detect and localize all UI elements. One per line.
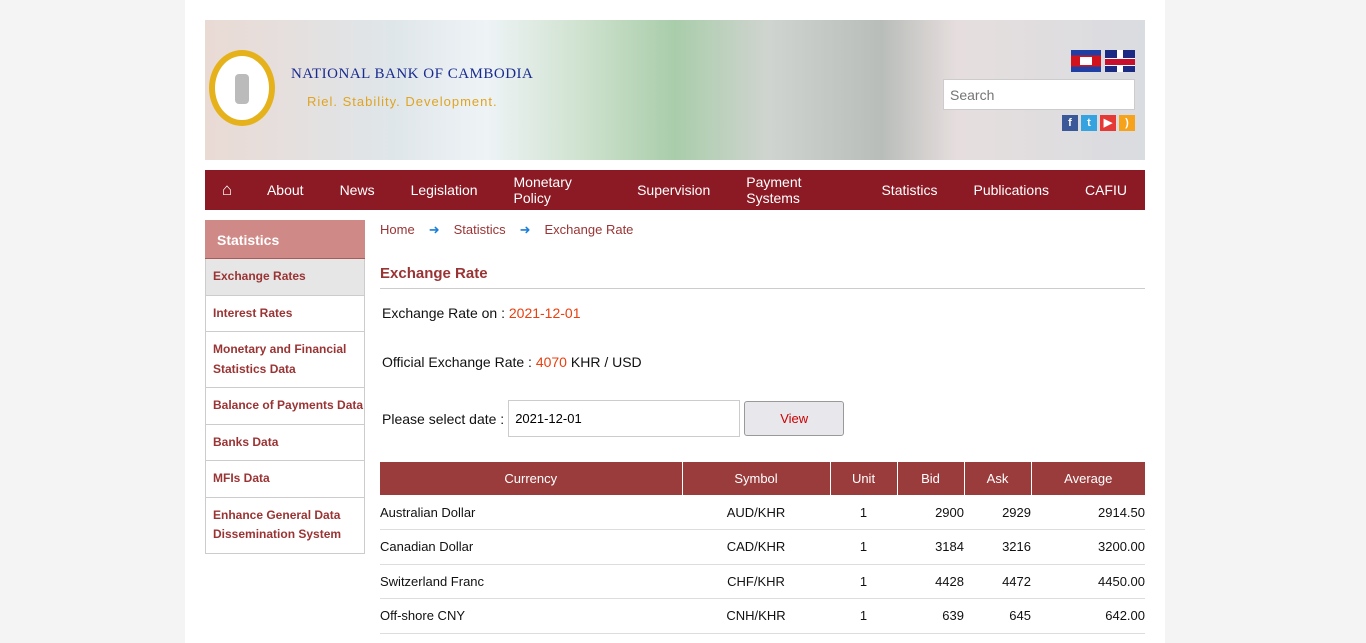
- col-currency: Currency: [380, 462, 682, 495]
- cell-symbol: CHF/KHR: [682, 564, 830, 599]
- cell-average: 2914.50: [1031, 495, 1145, 530]
- sidebar-item-banks-data[interactable]: Banks Data: [205, 424, 365, 461]
- nav-publications[interactable]: Publications: [973, 182, 1049, 198]
- cell-unit: 1: [830, 495, 897, 530]
- cell-ask: 4472: [964, 564, 1031, 599]
- slogan: Riel. Stability. Development.: [307, 94, 498, 109]
- rss-icon[interactable]: ): [1119, 115, 1135, 131]
- breadcrumb: Home ➜ Statistics ➜ Exchange Rate: [380, 220, 1145, 240]
- table-row: Switzerland Franc CHF/KHR 1 4428 4472 4450.00: [380, 564, 1145, 599]
- main-nav: ⌂ About News Legislation Monetary Policy…: [205, 170, 1145, 210]
- breadcrumb-statistics[interactable]: Statistics: [453, 222, 506, 237]
- official-value: 4070: [535, 354, 567, 370]
- breadcrumb-home[interactable]: Home: [380, 222, 415, 237]
- cell-symbol: CAD/KHR: [682, 529, 830, 565]
- table-row: Off-shore CNY CNH/KHR 1 639 645 642.00: [380, 598, 1145, 634]
- cell-ask: 3216: [964, 529, 1031, 565]
- date-input[interactable]: [508, 400, 741, 437]
- rate-on-label: Exchange Rate on :: [382, 305, 505, 321]
- cell-average: 4450.00: [1031, 564, 1145, 599]
- cell-bid: 4428: [897, 564, 964, 599]
- nav-payment-systems[interactable]: Payment Systems: [746, 174, 802, 206]
- khmer-flag-icon[interactable]: [1071, 50, 1101, 72]
- nav-statistics[interactable]: Statistics: [881, 182, 938, 198]
- view-button[interactable]: View: [744, 401, 845, 436]
- header-banner: NATIONAL BANK OF CAMBODIA Riel. Stabilit…: [205, 20, 1145, 160]
- nav-monetary-policy[interactable]: Monetary Policy: [513, 174, 572, 206]
- cell-unit: 1: [830, 564, 897, 599]
- arrow-right-icon: ➜: [519, 222, 531, 237]
- sidebar-item-interest-rates[interactable]: Interest Rates: [205, 295, 365, 332]
- cell-currency: Australian Dollar: [380, 495, 682, 530]
- cell-ask: 645: [964, 598, 1031, 634]
- cell-unit: 1: [830, 529, 897, 565]
- sidebar: Statistics Exchange Rates Interest Rates…: [205, 220, 365, 554]
- cell-symbol: CNH/KHR: [682, 598, 830, 634]
- col-bid: Bid: [896, 462, 964, 495]
- home-icon[interactable]: ⌂: [221, 180, 233, 199]
- official-label: Official Exchange Rate :: [382, 354, 532, 370]
- sidebar-item-mfis-data[interactable]: MFIs Data: [205, 461, 365, 498]
- cell-ask: 2929: [964, 495, 1031, 530]
- page-title: Exchange Rate: [380, 265, 1145, 289]
- sidebar-item-monetary-financial[interactable]: Monetary and Financial Statistics Data: [205, 332, 365, 388]
- table-row: Canadian Dollar CAD/KHR 1 3184 3216 3200.00: [380, 529, 1145, 565]
- sidebar-item-balance-of-payments[interactable]: Balance of Payments Data: [205, 388, 365, 425]
- page: NATIONAL BANK OF CAMBODIA Riel. Stabilit…: [185, 0, 1165, 643]
- cell-average: 3200.00: [1031, 529, 1145, 565]
- main-content: Home ➜ Statistics ➜ Exchange Rate Exchange R…: [380, 220, 1145, 634]
- twitter-icon[interactable]: t: [1081, 115, 1097, 131]
- select-date-label: Please select date :: [382, 410, 505, 427]
- rate-on-date: 2021-12-01: [508, 305, 581, 321]
- nav-about[interactable]: About: [266, 182, 304, 198]
- table-row: Australian Dollar AUD/KHR 1 2900 2929 2914.50: [380, 495, 1145, 530]
- cell-symbol: AUD/KHR: [682, 495, 830, 530]
- bank-name: NATIONAL BANK OF CAMBODIA: [291, 66, 534, 82]
- cell-unit: 1: [830, 598, 897, 634]
- cell-bid: 639: [897, 598, 964, 634]
- nav-cafiu[interactable]: CAFIU: [1084, 182, 1127, 198]
- col-unit: Unit: [829, 462, 897, 495]
- cell-average: 642.00: [1031, 598, 1145, 634]
- nav-news[interactable]: News: [339, 182, 375, 198]
- cell-currency: Switzerland Franc: [380, 564, 682, 599]
- col-ask: Ask: [963, 462, 1031, 495]
- cell-bid: 2900: [897, 495, 964, 530]
- cell-currency: Off-shore CNY: [380, 598, 682, 634]
- sidebar-item-egdds[interactable]: Enhance General Data Dissemination Syste…: [205, 497, 365, 554]
- nbc-logo[interactable]: [209, 50, 275, 126]
- official-unit: KHR / USD: [570, 354, 642, 370]
- nav-legislation[interactable]: Legislation: [410, 182, 478, 198]
- breadcrumb-exchange-rate[interactable]: Exchange Rate: [544, 222, 634, 237]
- sidebar-title: Statistics: [205, 220, 365, 259]
- rate-date-line: Exchange Rate on : 2021-12-01: [380, 305, 1145, 321]
- uk-flag-icon[interactable]: [1105, 50, 1135, 72]
- official-rate-line: Official Exchange Rate : 4070 KHR / USD: [380, 354, 1145, 370]
- nav-supervision[interactable]: Supervision: [637, 182, 711, 198]
- facebook-icon[interactable]: f: [1062, 115, 1078, 131]
- sidebar-item-exchange-rates[interactable]: Exchange Rates: [205, 259, 365, 296]
- youtube-icon[interactable]: ▶: [1100, 115, 1116, 131]
- exchange-rate-table: Currency Symbol Unit Bid Ask Average Aus…: [380, 462, 1145, 634]
- col-average: Average: [1030, 462, 1145, 495]
- col-symbol: Symbol: [681, 462, 830, 495]
- search-input[interactable]: [943, 79, 1135, 110]
- arrow-right-icon: ➜: [428, 222, 440, 237]
- cell-currency: Canadian Dollar: [380, 529, 682, 565]
- cell-bid: 3184: [897, 529, 964, 565]
